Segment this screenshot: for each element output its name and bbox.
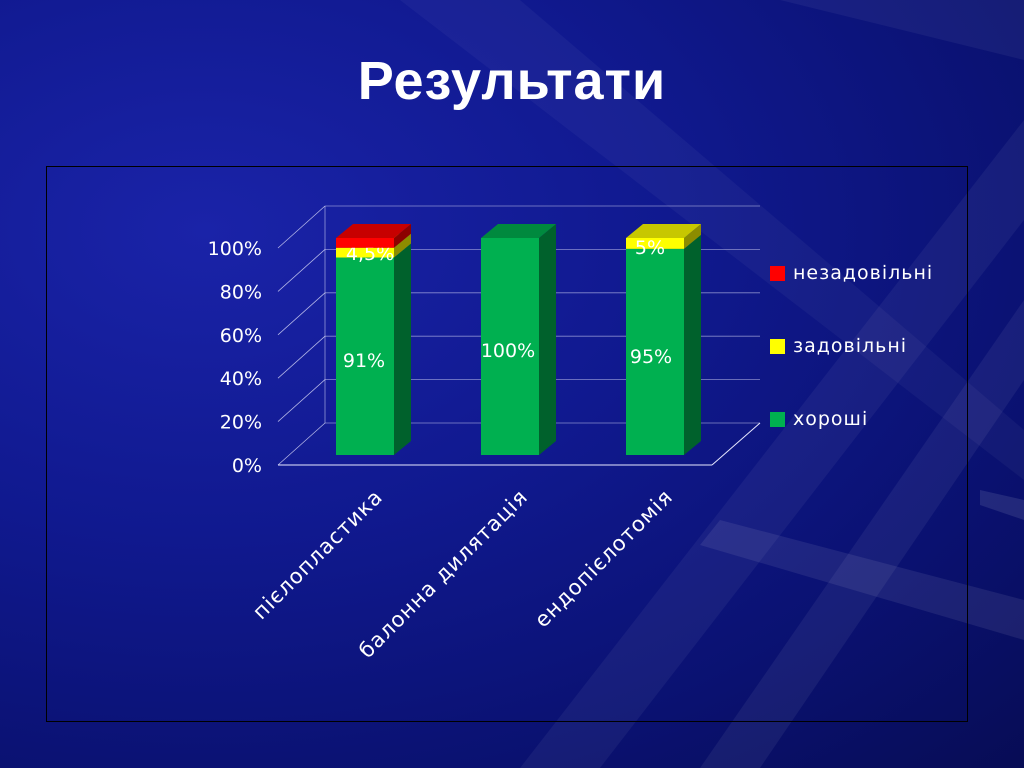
x-category-label: пієлопластика (248, 485, 388, 625)
gridline-side (277, 205, 326, 249)
bar-segment-side (394, 243, 411, 455)
gridline-side (277, 422, 326, 466)
y-tick-label: 0% (232, 455, 262, 477)
data-label: 100% (481, 340, 535, 362)
legend-swatch (770, 339, 785, 354)
data-label: 4,5% (346, 243, 394, 265)
data-label: 91% (343, 350, 385, 372)
bar-segment-top (336, 224, 411, 238)
bar-segment-front (336, 247, 394, 258)
bar-segment-side (394, 224, 411, 248)
y-tick-label: 20% (220, 412, 262, 434)
x-category-label: балонна дилятація (354, 485, 532, 663)
slide-title: Результати (357, 51, 667, 111)
legend-label: задовільні (793, 335, 908, 357)
bar-segment-front (626, 238, 684, 249)
legend-swatch (770, 412, 785, 427)
y-tick-label: 40% (220, 368, 262, 390)
bar-segment-front (336, 257, 394, 455)
y-tick-label: 80% (220, 281, 262, 303)
bar-segment-side (684, 234, 701, 455)
x-category-label: ендопієлотомія (530, 485, 678, 633)
legend-swatch (770, 266, 785, 281)
bar-segment-top (481, 224, 556, 238)
y-tick-label: 60% (220, 325, 262, 347)
gridline-side (277, 292, 326, 336)
bar-segment-top (626, 224, 701, 238)
gridline-side (277, 249, 326, 292)
data-label: 95% (630, 346, 672, 368)
bar-segment-side (539, 224, 556, 455)
data-label: 5% (635, 237, 665, 259)
bar-segment-front (626, 248, 684, 455)
chart-frame (46, 166, 968, 722)
gridline-side (277, 379, 326, 422)
floor-right-edge (711, 422, 761, 466)
legend-label: хороші (793, 408, 869, 430)
legend-label: незадовільні (793, 262, 934, 284)
bar-segment-side (394, 233, 411, 258)
y-tick-label: 100% (208, 238, 262, 260)
bar-segment-side (684, 224, 701, 249)
bar-segment-front (336, 238, 394, 248)
gridline-side (277, 335, 326, 379)
bar-segment-front (481, 238, 539, 455)
